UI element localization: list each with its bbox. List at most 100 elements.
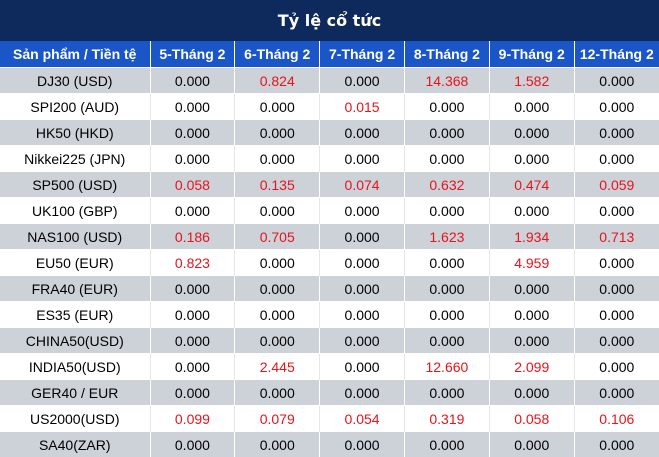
dividend-value-cell: 0.000 xyxy=(574,327,659,354)
dividend-value-cell: 0.000 xyxy=(234,197,321,224)
dividend-value-cell: 0.000 xyxy=(574,379,659,406)
dividend-value-cell: 0.058 xyxy=(489,405,575,432)
column-header-date: 5-Tháng 2 xyxy=(150,41,236,68)
dividend-value-cell: 2.445 xyxy=(234,353,321,380)
product-cell: UK100 (GBP) xyxy=(0,197,151,224)
dividend-table: Sản phẩm / Tiền tệ 5-Tháng 2 6-Tháng 2 7… xyxy=(0,41,659,457)
dividend-value-cell: 0.000 xyxy=(574,197,659,224)
table-row: DJ30 (USD) 0.000 0.824 0.000 14.368 1.582 0.00… xyxy=(0,67,659,94)
table-row: ES35 (EUR) 0.000 0.000 0.000 0.000 0.000 0.000 xyxy=(0,301,659,328)
dividend-value-cell: 2.099 xyxy=(489,353,575,380)
dividend-value-cell: 0.000 xyxy=(234,431,321,457)
dividend-value-cell: 0.000 xyxy=(489,197,575,224)
table-row: US2000(USD) 0.099 0.079 0.054 0.319 0.058 0.10… xyxy=(0,405,659,432)
dividend-value-cell: 0.000 xyxy=(319,431,405,457)
dividend-value-cell: 0.000 xyxy=(489,379,575,406)
product-cell: FRA40 (EUR) xyxy=(0,275,151,302)
table-row: FRA40 (EUR) 0.000 0.000 0.000 0.000 0.000 0.00… xyxy=(0,275,659,302)
page-title-text: Tỷ lệ cổ tức xyxy=(277,11,382,30)
dividend-value-cell: 0.000 xyxy=(234,327,321,354)
header-row: Sản phẩm / Tiền tệ 5-Tháng 2 6-Tháng 2 7… xyxy=(0,41,659,68)
dividend-value-cell: 0.000 xyxy=(319,327,405,354)
dividend-value-cell: 0.000 xyxy=(489,301,575,328)
page-title: Tỷ lệ cổ tức xyxy=(0,0,659,41)
product-cell: Nikkei225 (JPN) xyxy=(0,145,151,172)
dividend-value-cell: 0.000 xyxy=(150,119,236,146)
dividend-value-cell: 0.000 xyxy=(489,119,575,146)
dividend-value-cell: 0.000 xyxy=(404,327,490,354)
dividend-value-cell: 0.000 xyxy=(150,67,236,94)
column-header-date: 6-Tháng 2 xyxy=(234,41,321,68)
dividend-value-cell: 0.713 xyxy=(574,223,659,250)
dividend-value-cell: 0.000 xyxy=(150,301,236,328)
product-cell: SA40(ZAR) xyxy=(0,431,151,457)
dividend-value-cell: 0.000 xyxy=(574,93,659,120)
dividend-value-cell: 0.186 xyxy=(150,223,236,250)
dividend-value-cell: 0.824 xyxy=(234,67,321,94)
dividend-value-cell: 0.000 xyxy=(404,275,490,302)
dividend-value-cell: 0.000 xyxy=(574,67,659,94)
dividend-value-cell: 0.059 xyxy=(574,171,659,198)
dividend-value-cell: 0.000 xyxy=(404,379,490,406)
dividend-value-cell: 0.000 xyxy=(319,379,405,406)
dividend-value-cell: 0.000 xyxy=(404,119,490,146)
dividend-value-cell: 0.000 xyxy=(150,431,236,457)
dividend-value-cell: 0.000 xyxy=(574,275,659,302)
dividend-value-cell: 0.319 xyxy=(404,405,490,432)
dividend-value-cell: 0.000 xyxy=(234,275,321,302)
dividend-value-cell: 0.000 xyxy=(234,301,321,328)
table-row: UK100 (GBP) 0.000 0.000 0.000 0.000 0.000 0.00… xyxy=(0,197,659,224)
dividend-value-cell: 0.000 xyxy=(150,353,236,380)
dividend-value-cell: 0.705 xyxy=(234,223,321,250)
dividend-value-cell: 0.000 xyxy=(319,275,405,302)
column-header-date: 7-Tháng 2 xyxy=(319,41,405,68)
table-row: Nikkei225 (JPN) 0.000 0.000 0.000 0.000 0.000… xyxy=(0,145,659,172)
dividend-value-cell: 0.000 xyxy=(319,145,405,172)
dividend-value-cell: 0.135 xyxy=(234,171,321,198)
dividend-value-cell: 0.054 xyxy=(319,405,405,432)
dividend-value-cell: 0.000 xyxy=(234,119,321,146)
column-header-date: 12-Tháng 2 xyxy=(574,41,659,68)
dividend-value-cell: 0.000 xyxy=(319,119,405,146)
dividend-value-cell: 0.000 xyxy=(489,327,575,354)
dividend-value-cell: 0.000 xyxy=(150,275,236,302)
dividend-value-cell: 0.000 xyxy=(404,93,490,120)
dividend-value-cell: 0.823 xyxy=(150,249,236,276)
product-cell: ES35 (EUR) xyxy=(0,301,151,328)
table-row: SP500 (USD) 0.058 0.135 0.074 0.632 0.474 0.05… xyxy=(0,171,659,198)
product-cell: US2000(USD) xyxy=(0,405,151,432)
product-cell: HK50 (HKD) xyxy=(0,119,151,146)
dividend-value-cell: 0.000 xyxy=(319,67,405,94)
table-row: HK50 (HKD) 0.000 0.000 0.000 0.000 0.000 0.000 xyxy=(0,119,659,146)
dividend-value-cell: 0.015 xyxy=(319,93,405,120)
dividend-value-cell: 0.000 xyxy=(574,301,659,328)
dividend-value-cell: 0.000 xyxy=(150,327,236,354)
dividend-value-cell: 0.000 xyxy=(150,379,236,406)
product-cell: GER40 / EUR xyxy=(0,379,151,406)
dividend-value-cell: 0.000 xyxy=(489,431,575,457)
table-row: GER40 / EUR 0.000 0.000 0.000 0.000 0.000 0.00… xyxy=(0,379,659,406)
dividend-value-cell: 4.959 xyxy=(489,249,575,276)
dividend-value-cell: 0.000 xyxy=(574,353,659,380)
dividend-value-cell: 0.000 xyxy=(234,249,321,276)
dividend-value-cell: 0.058 xyxy=(150,171,236,198)
dividend-value-cell: 0.000 xyxy=(234,379,321,406)
dividend-value-cell: 1.934 xyxy=(489,223,575,250)
table-body: DJ30 (USD) 0.000 0.824 0.000 14.368 1.582 0.00… xyxy=(0,67,659,457)
dividend-value-cell: 0.000 xyxy=(319,301,405,328)
dividend-value-cell: 0.000 xyxy=(234,145,321,172)
table-row: NAS100 (USD) 0.186 0.705 0.000 1.623 1.934 0.7… xyxy=(0,223,659,250)
dividend-value-cell: 0.000 xyxy=(404,197,490,224)
product-cell: INDIA50(USD) xyxy=(0,353,151,380)
product-cell: SPI200 (AUD) xyxy=(0,93,151,120)
table-row: EU50 (EUR) 0.823 0.000 0.000 0.000 4.959 0.000 xyxy=(0,249,659,276)
dividend-value-cell: 0.000 xyxy=(404,301,490,328)
dividend-value-cell: 0.079 xyxy=(234,405,321,432)
dividend-value-cell: 0.000 xyxy=(319,223,405,250)
dividend-value-cell: 0.000 xyxy=(234,93,321,120)
dividend-value-cell: 0.000 xyxy=(319,197,405,224)
dividend-value-cell: 0.000 xyxy=(489,275,575,302)
column-header-date: 9-Tháng 2 xyxy=(489,41,575,68)
product-cell: NAS100 (USD) xyxy=(0,223,151,250)
dividend-value-cell: 0.000 xyxy=(150,145,236,172)
